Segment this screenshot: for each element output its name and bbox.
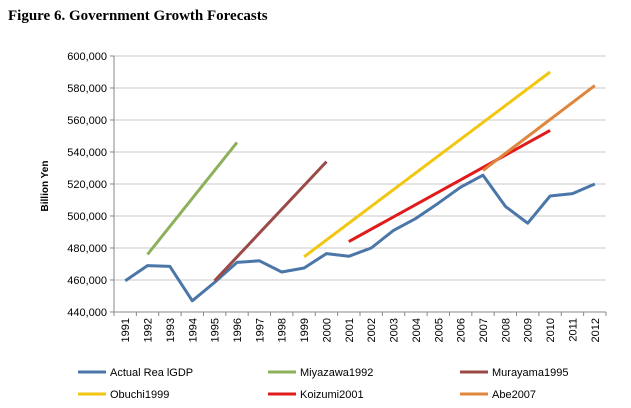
legend-label: Koizumi2001 [300,389,364,401]
x-tick-label: 1992 [143,318,155,342]
x-tick-label: 2009 [523,318,535,342]
x-axis: 1991 1992 1993 1994 1995 1996 1997 1998 1999 2000… [113,311,607,342]
legend-label: Abe2007 [492,389,536,401]
legend-label: Actual Rea lGDP [110,367,193,379]
y-tick-label: 520,000 [67,179,107,191]
y-tick-label: 580,000 [67,83,107,95]
figure-title: Figure 6. Government Growth Forecasts [8,8,268,24]
x-tick-label: 1994 [187,318,199,342]
x-tick-label: 1995 [210,318,222,342]
x-tick-label: 1998 [277,318,289,342]
x-tick-label: 1997 [254,318,266,342]
y-tick-label: 480,000 [67,243,107,255]
x-tick-label: 2007 [478,318,490,342]
x-tick-label: 2002 [366,318,378,342]
x-tick-label: 2010 [545,318,557,342]
y-tick-label: 460,000 [67,275,107,287]
series-line-miyazawa1992 [146,141,239,256]
x-tick-label: 2004 [411,318,423,342]
x-tick-label: 1999 [299,318,311,342]
y-axis-label: Billion Yen [40,161,51,212]
x-tick-label: 2001 [344,318,356,342]
x-tick-label: 2003 [389,318,401,342]
x-tick-label: 2008 [500,318,512,342]
x-tick-label: 1991 [120,318,132,342]
legend-label: Obuchi1999 [110,389,169,401]
y-axis: 440,000 460,000 480,000 500,000 520,000 540,0… [67,51,115,319]
x-tick-label: 2011 [567,318,579,342]
legend-label: Murayama1995 [492,367,568,379]
y-tick-label: 600,000 [67,51,107,63]
series-line-koizumi2001 [348,129,551,243]
x-tick-label: 1993 [165,318,177,342]
x-tick-label: 2005 [433,318,445,342]
x-tick-label: 2000 [321,318,333,342]
y-tick-label: 440,000 [67,307,107,319]
x-tick-label: 2006 [456,318,468,342]
y-tick-label: 540,000 [67,147,107,159]
series-lines [124,70,596,303]
grid-lines [114,55,606,313]
x-tick-label: 2012 [590,318,602,342]
legend-label: Miyazawa1992 [300,367,373,379]
series-line-actual-rea-lgdp [124,173,596,303]
y-tick-label: 560,000 [67,115,107,127]
x-tick-label: 1996 [232,318,244,342]
legend: Actual Rea lGDP Miyazawa1992 Murayama1995 O… [78,367,568,401]
series-line-murayama1995 [213,160,328,282]
series-line-obuchi1999 [303,70,552,258]
series-line-abe2007 [482,84,596,172]
y-tick-label: 500,000 [67,211,107,223]
